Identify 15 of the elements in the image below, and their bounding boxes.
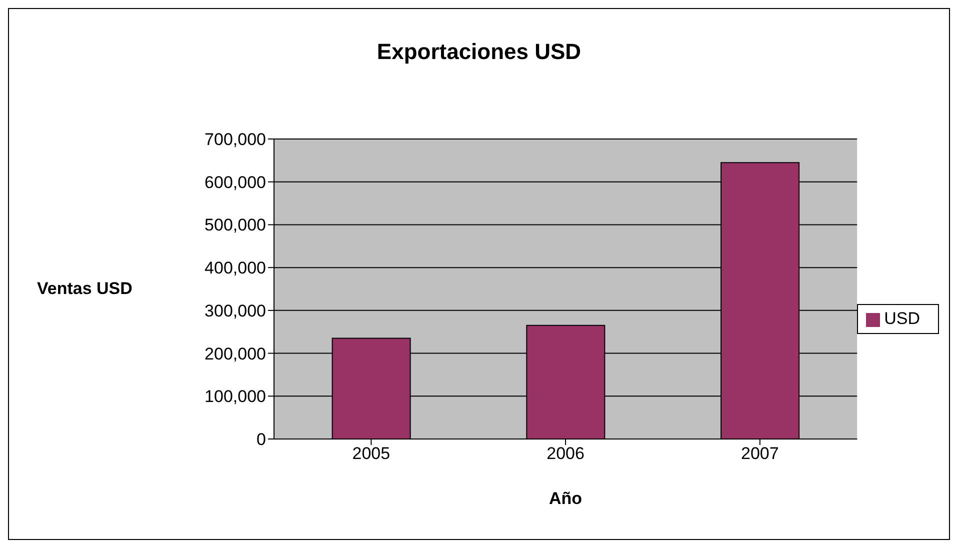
x-tick-label: 2005: [352, 444, 390, 464]
chart-title: Exportaciones USD: [376, 39, 582, 65]
x-axis-title: Año: [549, 489, 582, 508]
y-tick-label: 400,000: [204, 258, 266, 278]
y-tick-label: 200,000: [204, 344, 266, 364]
legend-label: USD: [884, 309, 920, 328]
x-tick-label: 2006: [546, 444, 584, 464]
y-tick-label: 300,000: [204, 301, 266, 320]
y-tick-label: 600,000: [204, 172, 266, 192]
y-tick-label: 100,000: [204, 387, 266, 406]
y-tick-label: 0: [256, 430, 266, 450]
y-tick-label: 500,000: [204, 216, 266, 235]
x-tick-label: 2007: [740, 444, 779, 464]
y-tick-label: 700,000: [204, 130, 266, 150]
y-axis-title: Ventas USD: [37, 279, 132, 299]
